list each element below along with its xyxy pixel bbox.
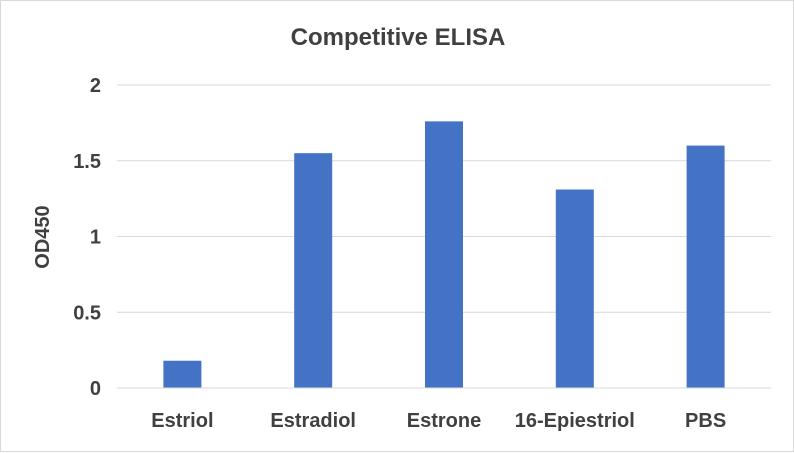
y-tick-label: 1 — [90, 227, 101, 249]
bars — [163, 121, 725, 389]
x-tick-label: Estradiol — [270, 410, 356, 432]
x-tick-label: PBS — [685, 410, 726, 432]
chart-title: Competitive ELISA — [291, 24, 506, 51]
x-axis-ticks: Estriol Estradiol Estrone 16-Epiestriol PBS — [151, 410, 726, 432]
y-tick-label: 2 — [90, 75, 101, 97]
bar — [163, 360, 202, 388]
x-tick-label: Estriol — [151, 410, 213, 432]
y-axis-ticks: 0 0.5 1 1.5 2 — [73, 75, 101, 400]
bar — [425, 121, 463, 389]
y-tick-label: 0.5 — [73, 302, 101, 324]
x-tick-label: 16-Epiestriol — [515, 410, 635, 432]
y-axis-label: OD450 — [32, 205, 54, 268]
y-tick-label: 1.5 — [73, 151, 101, 173]
bar — [686, 145, 725, 388]
y-tick-label: 0 — [90, 378, 101, 400]
bar — [294, 153, 333, 388]
x-tick-label: Estrone — [407, 410, 481, 432]
bar — [555, 189, 594, 388]
